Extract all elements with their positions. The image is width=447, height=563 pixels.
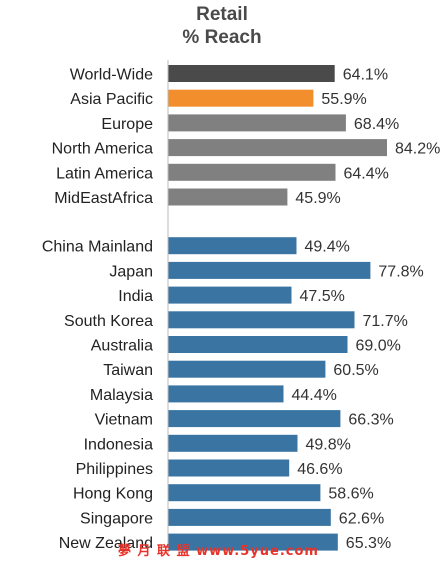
- value-label: 71.7%: [363, 313, 408, 330]
- bar-mideastafrica: [168, 188, 288, 206]
- bar-world-wide: [168, 65, 335, 82]
- bar-new-zealand: [168, 533, 338, 551]
- category-label: North America: [52, 141, 153, 158]
- bar-singapore: [168, 508, 331, 526]
- bar-china-mainland: [168, 237, 297, 255]
- bar-europe: [168, 114, 346, 132]
- category-label: China Mainland: [42, 239, 153, 256]
- category-label: Europe: [101, 116, 153, 133]
- bar-india: [168, 286, 292, 304]
- category-label: Malaysia: [90, 387, 153, 404]
- value-label: 46.6%: [297, 461, 342, 478]
- category-label: MidEastAfrica: [54, 190, 153, 207]
- value-label: 49.4%: [305, 239, 350, 256]
- chart-title-line: Retail: [196, 4, 248, 25]
- value-label: 62.6%: [339, 510, 384, 527]
- bar-south-korea: [168, 311, 355, 329]
- category-label: Japan: [109, 263, 153, 280]
- chart-title-line: % Reach: [182, 27, 261, 48]
- bar-vietnam: [168, 410, 341, 428]
- category-label: Taiwan: [103, 362, 153, 379]
- bar-hong-kong: [168, 484, 321, 502]
- bar-taiwan: [168, 360, 326, 378]
- value-label: 55.9%: [321, 91, 366, 108]
- category-label: Vietnam: [95, 412, 153, 429]
- category-label: Indonesia: [84, 436, 153, 453]
- category-label: Hong Kong: [73, 486, 153, 503]
- chart-title: Retail% Reach: [182, 4, 261, 48]
- category-label: Latin America: [56, 165, 153, 182]
- value-label: 66.3%: [348, 412, 393, 429]
- value-label: 68.4%: [354, 116, 399, 133]
- bar-asia-pacific: [168, 89, 314, 107]
- value-label: 65.3%: [346, 535, 391, 552]
- bar-malaysia: [168, 385, 284, 403]
- category-label: Singapore: [80, 510, 153, 527]
- category-label: Australia: [91, 338, 153, 355]
- category-label: India: [118, 288, 153, 305]
- bar-japan: [168, 261, 371, 279]
- value-label: 64.1%: [343, 67, 388, 84]
- value-labels: 64.1% 55.9% 68.4% 84.2% 64.4%45.9% 49.4% 77.8%…: [292, 67, 441, 553]
- value-label: 45.9%: [295, 190, 340, 207]
- category-label: World-Wide: [70, 67, 153, 84]
- value-label: 77.8%: [378, 263, 423, 280]
- watermark-text: 夢 月 联 盟 www.5yue.com: [118, 543, 319, 559]
- value-label: 60.5%: [333, 362, 378, 379]
- category-label: Philippines: [76, 461, 153, 478]
- value-label: 84.2%: [395, 141, 440, 158]
- bars-group: [168, 65, 387, 551]
- category-label: South Korea: [64, 313, 153, 330]
- value-label: 49.8%: [306, 436, 351, 453]
- value-label: 58.6%: [328, 486, 373, 503]
- value-label: 69.0%: [356, 338, 401, 355]
- bar-latin-america: [168, 163, 336, 181]
- category-label: New Zealand: [59, 535, 153, 552]
- value-label: 64.4%: [344, 165, 389, 182]
- bar-australia: [168, 336, 348, 353]
- category-label: Asia Pacific: [70, 91, 153, 108]
- category-labels: World-Wide Asia Pacific Europe North Americ…: [42, 67, 153, 553]
- value-label: 47.5%: [300, 288, 345, 305]
- bar-north-america: [168, 139, 387, 157]
- bar-indonesia: [168, 434, 298, 452]
- bar-philippines: [168, 459, 290, 477]
- value-label: 44.4%: [292, 387, 337, 404]
